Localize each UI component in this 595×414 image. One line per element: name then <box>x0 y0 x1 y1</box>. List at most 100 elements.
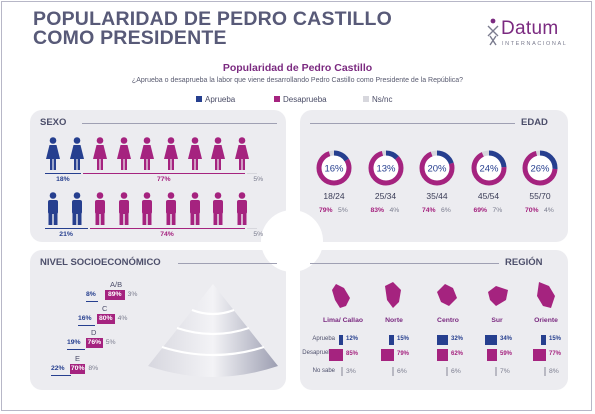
region-map-shape <box>537 282 555 308</box>
legend-aprueba: Aprueba <box>196 95 235 104</box>
donut-45/54: 24% <box>471 150 506 186</box>
donut-25/34: 13% <box>368 150 403 186</box>
person-icon <box>118 192 129 225</box>
bar-desaprueba <box>83 173 245 174</box>
data-label-aprueba: 15% <box>549 336 562 342</box>
data-label-desaprueba: 89% <box>107 291 122 298</box>
person-leg <box>142 213 147 225</box>
region-name: Lima/ Callao <box>322 317 364 324</box>
person-leg <box>147 159 151 170</box>
person-leg <box>238 159 242 170</box>
person-body <box>69 145 84 159</box>
person-leg <box>171 159 174 170</box>
bar-nsnc <box>246 228 258 229</box>
person-head <box>167 192 175 199</box>
bar-desaprueba: 76% <box>86 338 103 348</box>
region-map-shape <box>332 284 350 308</box>
data-label-nsnc: 5% <box>338 207 348 214</box>
panel-rule <box>310 123 515 124</box>
nse-category-label: D <box>91 328 97 337</box>
bar-aprueba <box>540 335 546 345</box>
region-map-icon <box>385 282 401 308</box>
panel-rule <box>310 263 499 264</box>
person-icon <box>46 137 60 170</box>
person-icon <box>166 192 176 225</box>
person-body <box>71 200 82 214</box>
data-label-desaprueba: 83% <box>370 207 385 214</box>
bar-desaprueba <box>89 228 245 229</box>
region-map-icon <box>488 286 508 306</box>
panel-rule <box>178 263 277 264</box>
panel-title-nse: NIVEL SOCIOECONÓMICO <box>40 257 161 268</box>
bar-aprueba <box>45 173 82 174</box>
person-leg <box>95 213 100 225</box>
donut-55/70: 26% <box>522 150 558 186</box>
person-leg <box>218 159 222 170</box>
person-head <box>96 137 104 144</box>
person-icon <box>69 137 84 170</box>
donut-center-label: 20% <box>427 164 447 175</box>
nse-pyramid <box>148 284 278 377</box>
age-label: 45/54 <box>477 191 500 201</box>
data-label-desaprueba: 74% <box>160 231 174 238</box>
legend-swatch-nsnc <box>363 96 369 102</box>
person-leg <box>100 159 104 170</box>
person-head <box>73 192 80 199</box>
bar-nsnc <box>246 173 258 174</box>
region-row-label: No sabe <box>312 368 335 374</box>
datum-logo: Datum INTERNACIONAL <box>486 18 580 50</box>
data-label-desaprueba: 70% <box>70 365 85 372</box>
donut-slice-aprueba <box>368 150 403 186</box>
person-leg <box>218 213 223 225</box>
data-label-desaprueba: 77% <box>549 351 562 357</box>
bar-nsnc <box>446 367 448 376</box>
data-label-aprueba: 22% <box>51 365 65 372</box>
bar-aprueba <box>86 301 99 302</box>
person-head <box>49 137 57 144</box>
region-name: Oriente <box>534 317 558 324</box>
data-label-desaprueba: 80% <box>98 315 113 322</box>
region-name: Sur <box>491 317 503 324</box>
person-body <box>166 200 176 214</box>
person-head <box>167 137 175 144</box>
person-head <box>238 192 246 199</box>
person-head <box>96 192 104 199</box>
person-icon <box>211 137 226 170</box>
person-head <box>144 137 151 144</box>
donut-slice-desaprueba <box>419 150 455 186</box>
age-label: 18/24 <box>323 191 345 201</box>
region-row-label: Desaprueba <box>302 350 335 356</box>
bar-aprueba <box>78 325 95 326</box>
legend-label: Ns/nc <box>372 95 393 104</box>
person-leg <box>124 159 127 170</box>
person-leg <box>72 213 76 225</box>
donut-18/24: 16% <box>316 150 352 186</box>
person-leg <box>171 213 176 225</box>
bar-aprueba <box>485 335 497 345</box>
person-leg <box>213 213 218 225</box>
person-leg <box>50 159 53 170</box>
person-body <box>48 200 58 214</box>
bar-desaprueba <box>328 349 343 361</box>
data-label-desaprueba: 77% <box>157 176 171 183</box>
person-leg <box>242 159 245 170</box>
person-leg <box>215 159 218 170</box>
person-head <box>73 137 80 144</box>
person-body <box>93 145 108 159</box>
legend-label: Aprueba <box>205 95 236 104</box>
data-label-nsnc: 6% <box>397 368 407 375</box>
panel-rule <box>82 123 277 124</box>
age-label: 25/34 <box>374 191 397 201</box>
donut-center-label: 26% <box>530 164 550 175</box>
bar-nsnc <box>341 367 343 376</box>
age-label: 35/44 <box>426 191 448 201</box>
data-label-aprueba: 19% <box>67 339 81 346</box>
person-icon <box>189 192 200 225</box>
data-label-nsnc: 5% <box>105 339 116 346</box>
data-label-aprueba: 12% <box>346 336 359 342</box>
legend-label: Desaprueba <box>283 95 327 104</box>
bar-aprueba <box>45 228 88 229</box>
data-label-desaprueba: 62% <box>451 351 464 357</box>
bar-desaprueba <box>486 349 497 361</box>
